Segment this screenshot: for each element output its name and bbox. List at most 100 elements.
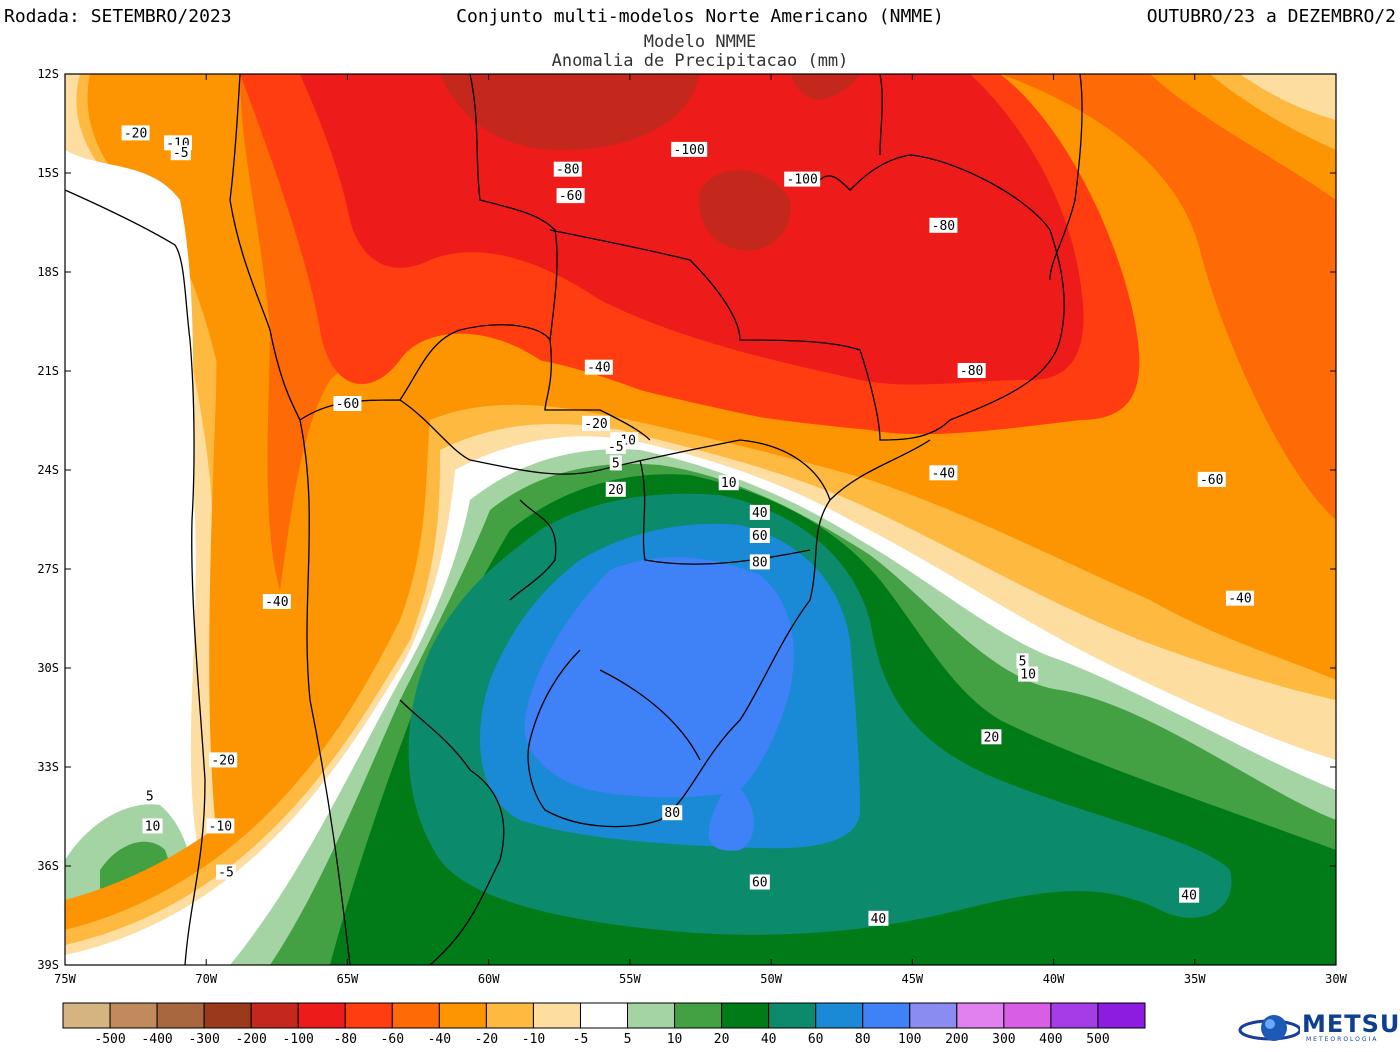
colorbar-swatch [391,1002,440,1029]
contour-label: -40 [587,361,610,376]
contour-label-bg [957,363,986,378]
contour-label-bg [206,818,235,834]
lon-tick-label: 50W [760,972,782,986]
contour-labels: -20-10-5-80-100-100-60-80-40-80-60-20-10… [121,125,1254,927]
plot-frame [64,73,1337,966]
contour-label-bg [143,788,156,804]
lon-tick-label: 35W [1184,972,1206,986]
contour-label: -80 [556,163,579,178]
colorbar-swatch [203,1002,252,1029]
colorbar-label: -100 [283,1032,314,1047]
colorbar-swatch [297,1002,346,1029]
colorbar-swatch [532,1002,581,1029]
lat-tick-label: 36S [37,859,59,873]
lon-tick-label: 45W [901,972,923,986]
contour-label-bg [1179,887,1200,903]
colorbar-label: 100 [898,1032,921,1047]
colorbar-swatch [627,1002,676,1029]
contour-label-bg [584,359,613,375]
colorbar-swatch [344,1002,393,1029]
colorbar-swatch [579,1002,629,1029]
colorbar-label: 80 [855,1032,871,1047]
colorbar-swatch [62,1002,111,1029]
contour-label-bg [605,481,626,497]
colorbar-swatch [485,1002,534,1029]
contour-label: 5 [146,790,154,805]
lon-tick-label: 65W [337,972,359,986]
contour-label-bg [1225,590,1254,606]
contour-label: -20 [584,417,607,432]
colorbar-swatch [674,1002,723,1029]
anomaly-field [65,74,1336,965]
lat-tick-label: 33S [37,760,59,774]
contour-label: -20 [124,126,147,141]
colorbar-label: -5 [573,1032,589,1047]
colorbar-label: 300 [992,1032,1015,1047]
colorbar-swatch [1097,1002,1146,1029]
contour-label: 5 [612,456,620,471]
contour-label: -5 [218,866,234,881]
colorbar-label: -400 [141,1032,172,1047]
contour-label-bg [170,145,191,161]
colorbar-swatch [1050,1002,1099,1029]
lat-tick-label: 15S [37,166,59,180]
lon-tick-label: 40W [1043,972,1065,986]
colorbar-label: -40 [428,1032,451,1047]
contour-label-bg [749,528,770,543]
lat-tick-label: 12S [37,67,59,81]
contour-label: 60 [752,529,768,544]
metsul-logo: METSUL METEOROLOGIA [1236,1008,1400,1048]
contour-label: -60 [336,397,359,412]
contour-label-bg [556,188,585,204]
contour-label-bg [1016,653,1029,669]
lat-tick-label: 24S [37,463,59,477]
colorbar-label: 200 [945,1032,968,1047]
colorbar-label: 20 [714,1032,730,1047]
logo-name: METSUL [1302,1010,1400,1038]
lon-tick-label: 70W [195,972,217,986]
contour-label: -80 [960,364,983,379]
colorbar: -500 -400 -300 -200 -100 -80 -60 -40 -20 -10 -5 5 10… [62,1002,1146,1047]
contour-label: -40 [932,466,955,481]
axis-ticks [64,73,1337,966]
colorbar-swatch [909,1002,958,1029]
colorbar-label: 40 [761,1032,777,1047]
contour-label-bg [142,818,163,834]
colorbar-swatch [815,1002,864,1029]
contour-label: 10 [145,819,161,834]
colorbar-label: -300 [188,1032,219,1047]
colorbar-label: -10 [522,1032,545,1047]
contour-label: -100 [787,173,818,188]
contour-label: 20 [608,483,624,498]
model-subtitle: Modelo NMME [643,32,757,52]
contour-label: -20 [211,753,234,768]
colorbar-label: -60 [381,1032,404,1047]
colorbar-label: -80 [334,1032,357,1047]
contour-label-bg [749,874,770,890]
map-title: Conjunto multi-modelos Norte Americano (… [456,6,944,27]
contour-label-bg [209,752,238,768]
contour-label: 40 [1181,889,1197,904]
colorbar-swatch [109,1002,158,1029]
country-borders [65,74,1083,965]
contour-label-bg [605,438,626,454]
colorbar-swatch [768,1002,817,1029]
contour-label: -60 [1200,473,1223,488]
lon-tick-label: 55W [619,972,641,986]
colorbar-swatch [1003,1002,1052,1029]
colorbar-swatch [862,1002,911,1029]
lon-tick-label: 30W [1325,972,1347,986]
lat-tick-label: 21S [37,364,59,378]
contour-label: -5 [173,146,189,161]
contour-label: -10 [209,819,232,834]
contour-label-bg [784,171,821,187]
colorbar-label: -20 [475,1032,498,1047]
contour-label-bg [929,217,958,233]
contour-label-bg [121,125,150,141]
colorbar-label: 60 [808,1032,824,1047]
contour-label-bg [749,554,770,570]
contour-label-bg [262,594,291,609]
contour-label-bg [553,161,582,177]
contour-label: 40 [871,912,887,927]
colorbar-label: -200 [236,1032,267,1047]
